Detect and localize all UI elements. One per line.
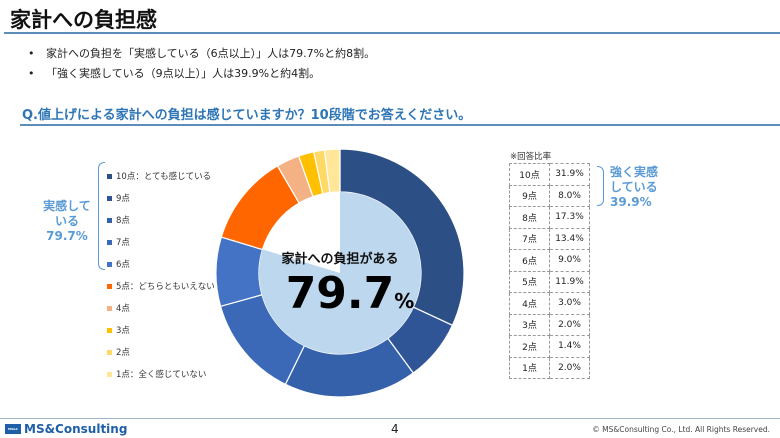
- bullet-item: 「強く実感している（9点以上）」人は39.9%と約4割。: [28, 64, 375, 84]
- legend-label: 9点: [116, 194, 130, 204]
- legend-item: 9点: [107, 187, 215, 209]
- logo-mark: MS&C: [5, 424, 21, 434]
- table-row: 10点 31.9%: [509, 163, 590, 186]
- center-value: 79.7%: [270, 268, 430, 319]
- page-number: 4: [391, 422, 399, 436]
- question-heading: Q.値上げによる家計への負担は感じていますか？10段階でお答えください。: [22, 108, 472, 123]
- table-row: 1点 2.0%: [509, 356, 590, 379]
- score-cell: 7点: [509, 227, 550, 250]
- table-row: 9点 8.0%: [509, 184, 590, 207]
- table-row: 6点 9.0%: [509, 249, 590, 272]
- legend-swatch: [107, 371, 112, 377]
- ratio-cell: 1.4%: [549, 335, 590, 358]
- copyright: © MS&Consulting Co., Ltd. All Rights Res…: [592, 425, 770, 434]
- table-row: 8点 17.3%: [509, 206, 590, 229]
- legend-item: 7点: [107, 231, 215, 253]
- legend-item: 3点: [107, 319, 215, 341]
- footer-divider: [0, 418, 780, 419]
- legend-label: 2点: [116, 348, 130, 358]
- legend-item: 1点：全く感じていない: [107, 363, 215, 385]
- legend-label: 5点：どちらともいえない: [116, 282, 215, 292]
- ratio-table: 10点 31.9% 9点 8.0% 8点 17.3% 7点 13.4% 6点 9.0% 5点 11.9…: [509, 163, 590, 379]
- table-row: 5点 11.9%: [509, 270, 590, 293]
- score-cell: 8点: [509, 206, 550, 229]
- ratio-cell: 3.0%: [549, 292, 590, 315]
- score-cell: 3点: [509, 313, 550, 336]
- right-bracket-label: 強く実感している39.9%: [610, 165, 659, 209]
- score-cell: 6点: [509, 249, 550, 272]
- legend-label: 10点：とても感じている: [116, 172, 212, 182]
- table-note: ※回答比率: [510, 152, 552, 162]
- legend-swatch: [107, 239, 112, 245]
- legend-label: 1点：全く感じていない: [116, 370, 207, 380]
- inner-pie-slice: [259, 192, 421, 354]
- legend-item: 4点: [107, 297, 215, 319]
- ratio-cell: 2.0%: [549, 313, 590, 336]
- legend-item: 2点: [107, 341, 215, 363]
- ratio-cell: 2.0%: [549, 356, 590, 379]
- legend-label: 4点: [116, 304, 130, 314]
- ratio-cell: 31.9%: [549, 163, 590, 186]
- center-value-number: 79.7: [285, 268, 395, 319]
- legend-swatch: [107, 349, 112, 355]
- score-cell: 5点: [509, 270, 550, 293]
- score-cell: 10点: [509, 163, 550, 186]
- table-row: 4点 3.0%: [509, 292, 590, 315]
- legend-swatch: [107, 261, 112, 267]
- legend-item: 8点: [107, 209, 215, 231]
- legend-swatch: [107, 327, 112, 333]
- title-divider: [4, 32, 780, 34]
- ratio-cell: 9.0%: [549, 249, 590, 272]
- legend-label: 3点: [116, 326, 130, 336]
- table-row: 7点 13.4%: [509, 227, 590, 250]
- page-title: 家計への負担感: [10, 8, 157, 32]
- legend-label: 8点: [116, 216, 130, 226]
- legend-swatch: [107, 195, 112, 201]
- legend-item: 6点: [107, 253, 215, 275]
- legend-item: 10点：とても感じている: [107, 165, 215, 187]
- legend-swatch: [107, 283, 112, 289]
- legend-label: 6点: [116, 260, 130, 270]
- left-bracket: [98, 162, 105, 270]
- ratio-cell: 13.4%: [549, 227, 590, 250]
- legend-swatch: [107, 173, 112, 179]
- chart-legend: 10点：とても感じている 9点 8点 7点 6点 5点：どちらともいえない 4点 3点 2点 1点…: [107, 165, 215, 385]
- legend-swatch: [107, 217, 112, 223]
- score-cell: 2点: [509, 335, 550, 358]
- logo-text: MS&Consulting: [24, 422, 128, 436]
- ratio-cell: 17.3%: [549, 206, 590, 229]
- right-bracket: [597, 166, 604, 206]
- ratio-cell: 8.0%: [549, 184, 590, 207]
- summary-bullets: 家計への負担を「実感している（6点以上）」人は79.7%と約8割。 「強く実感し…: [28, 44, 375, 84]
- legend-swatch: [107, 305, 112, 311]
- center-value-unit: %: [394, 289, 415, 313]
- ratio-cell: 11.9%: [549, 270, 590, 293]
- question-divider: [20, 124, 780, 126]
- company-logo: MS&C MS&Consulting: [5, 422, 127, 436]
- score-cell: 1点: [509, 356, 550, 379]
- table-row: 2点 1.4%: [509, 335, 590, 358]
- center-label: 家計への負担がある: [281, 252, 399, 267]
- legend-label: 7点: [116, 238, 130, 248]
- left-bracket-label: 実感している79.7%: [43, 199, 91, 243]
- legend-item: 5点：どちらともいえない: [107, 275, 215, 297]
- bullet-item: 家計への負担を「実感している（6点以上）」人は79.7%と約8割。: [28, 44, 375, 64]
- score-cell: 9点: [509, 184, 550, 207]
- score-cell: 4点: [509, 292, 550, 315]
- table-row: 3点 2.0%: [509, 313, 590, 336]
